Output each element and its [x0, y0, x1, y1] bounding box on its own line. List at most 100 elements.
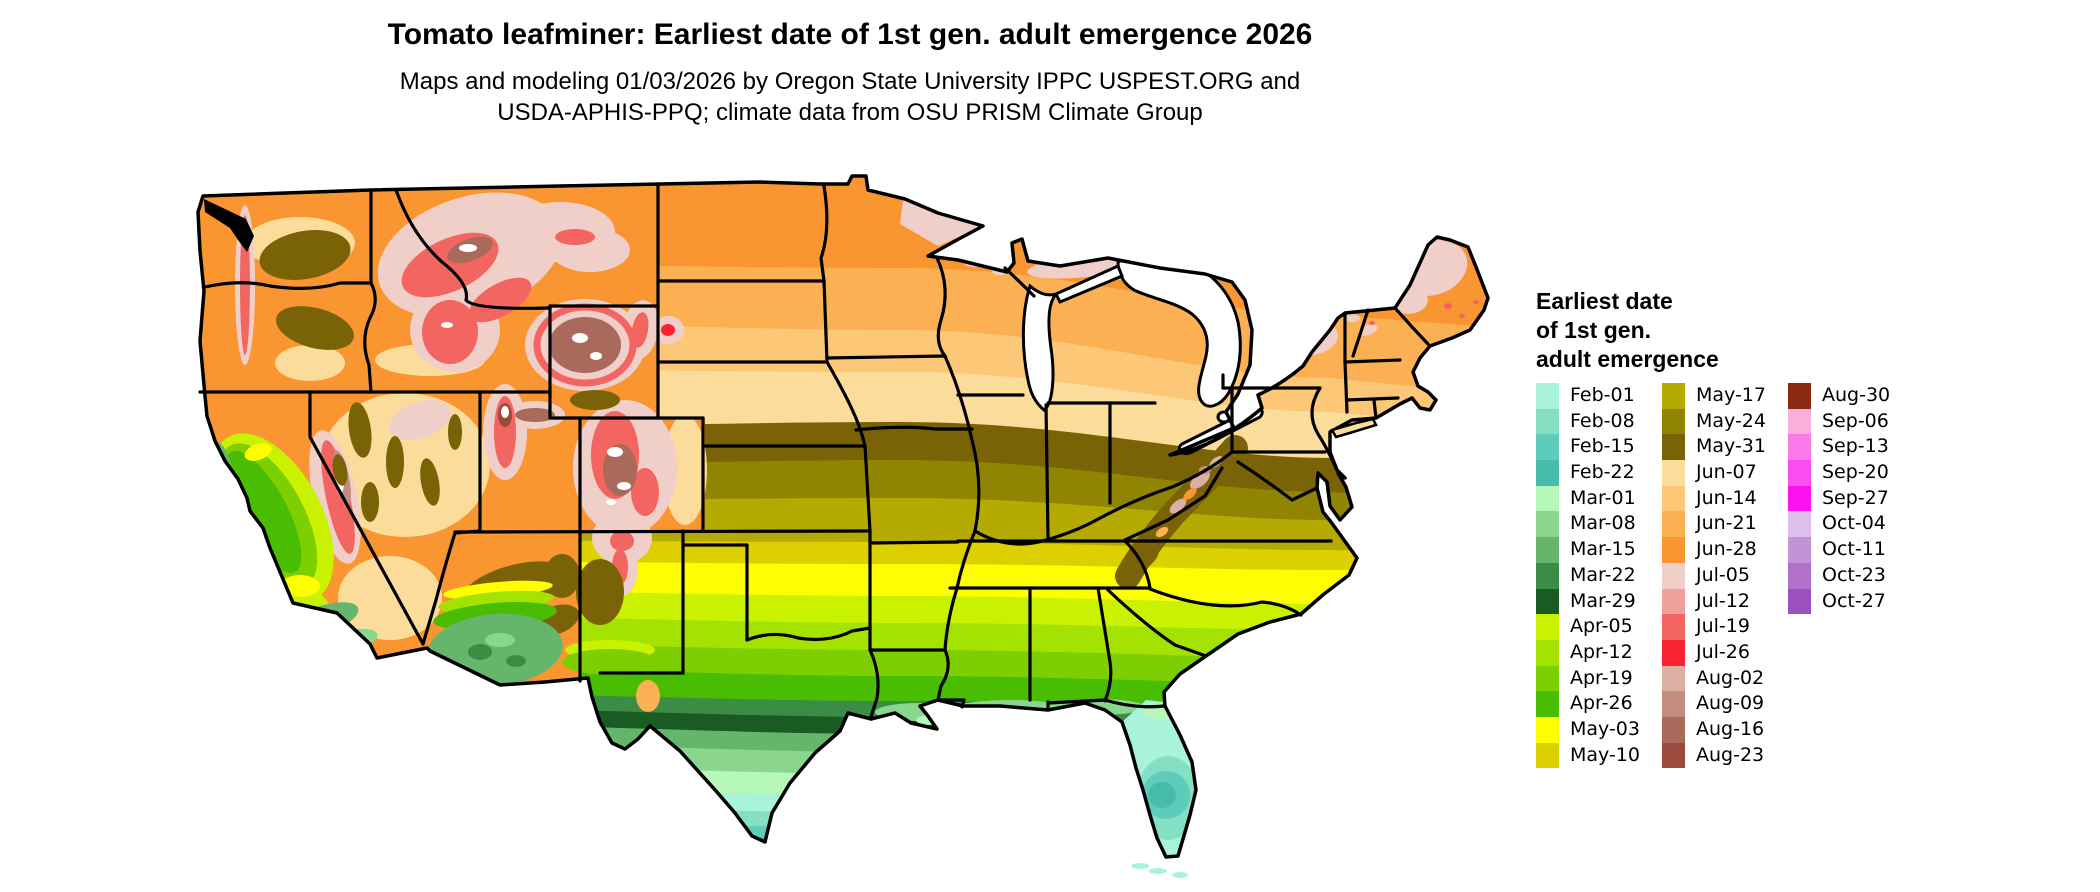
legend-swatch — [1662, 562, 1685, 589]
legend-label: Jul-26 — [1696, 640, 1750, 663]
legend-label: Sep-06 — [1822, 409, 1889, 432]
legend-label: Sep-27 — [1822, 486, 1889, 509]
legend-entry-aug16: Aug-16 — [1662, 716, 1788, 743]
legend-entry-jun28: Jun-28 — [1662, 537, 1788, 563]
legend-entry-feb22: Feb-22 — [1536, 460, 1662, 486]
header: Tomato leafminer: Earliest date of 1st g… — [170, 18, 1530, 128]
legend-label: May-17 — [1696, 384, 1766, 406]
legend-entry-oct27: Oct-27 — [1788, 588, 1914, 615]
legend-entry-jun21: Jun-21 — [1662, 511, 1788, 538]
legend-swatch — [1788, 383, 1811, 409]
legend-label: Feb-01 — [1570, 384, 1635, 406]
legend-label: Oct-11 — [1822, 538, 1886, 561]
legend-swatch — [1536, 383, 1559, 409]
legend-swatch — [1662, 588, 1685, 615]
legend-swatch — [1788, 588, 1811, 615]
florida-keys — [1131, 863, 1188, 878]
legend-label: May-10 — [1570, 743, 1640, 766]
legend-entry-jun07: Jun-07 — [1662, 460, 1788, 486]
legend-entry-jul05: Jul-05 — [1662, 562, 1788, 589]
legend-entry-may17: May-17 — [1662, 383, 1788, 409]
legend-label: Feb-15 — [1570, 435, 1635, 458]
legend-label: Aug-16 — [1696, 717, 1765, 740]
legend-entry-oct04: Oct-04 — [1788, 511, 1914, 538]
legend-column: Feb-01 Feb-08 Feb-15 Feb-22 Mar-01 Mar-08 Mar-… — [1536, 383, 1662, 769]
legend-entry-mar29: Mar-29 — [1536, 588, 1662, 615]
legend-swatch — [1662, 639, 1685, 666]
legend-label: May-03 — [1570, 717, 1640, 740]
legend-label: Mar-22 — [1570, 563, 1636, 586]
legend-swatch — [1536, 716, 1559, 743]
legend-swatch — [1788, 562, 1811, 589]
legend-swatch — [1536, 434, 1559, 461]
legend-swatch — [1788, 408, 1811, 435]
legend-entry-sep06: Sep-06 — [1788, 408, 1914, 435]
subtitle-line-2: USDA-APHIS-PPQ; climate data from OSU PR… — [497, 99, 1203, 126]
legend-label: Feb-22 — [1570, 461, 1635, 484]
legend-entry-jul12: Jul-12 — [1662, 588, 1788, 615]
legend-swatch — [1662, 485, 1685, 512]
legend-entry-may31: May-31 — [1662, 434, 1788, 461]
legend-entry-may24: May-24 — [1662, 408, 1788, 435]
legend-label: Aug-09 — [1696, 692, 1765, 715]
legend-label: Aug-23 — [1696, 743, 1765, 766]
legend-entry-mar15: Mar-15 — [1536, 537, 1662, 563]
legend-entry-apr26: Apr-26 — [1536, 691, 1662, 717]
legend-label: Jun-28 — [1696, 538, 1757, 561]
puget-sound — [204, 199, 254, 252]
legend-label: May-31 — [1696, 435, 1766, 458]
legend-swatch — [1662, 511, 1685, 538]
legend-swatch — [1662, 460, 1685, 486]
west-terrain-mottling — [208, 192, 707, 712]
legend-swatch — [1536, 614, 1559, 640]
legend-label: Apr-19 — [1570, 666, 1633, 689]
legend-entry-oct23: Oct-23 — [1788, 562, 1914, 589]
legend-entry-feb01: Feb-01 — [1536, 383, 1662, 409]
legend-swatch — [1662, 742, 1685, 769]
subtitle-line-1: Maps and modeling 01/03/2026 by Oregon S… — [399, 68, 1301, 95]
legend-swatch — [1662, 665, 1685, 692]
legend-label: Oct-27 — [1822, 589, 1886, 612]
legend-swatch — [1788, 537, 1811, 563]
legend-entry-aug02: Aug-02 — [1662, 665, 1788, 692]
legend-label: Jun-21 — [1696, 512, 1757, 535]
legend-label: Oct-23 — [1822, 563, 1886, 586]
legend-swatch — [1788, 460, 1811, 486]
legend-swatch — [1662, 614, 1685, 640]
legend-label: Apr-05 — [1570, 615, 1633, 638]
legend-title-line-2: of 1st gen. — [1536, 317, 1652, 343]
legend-label: Apr-26 — [1570, 692, 1633, 715]
legend-swatch — [1662, 716, 1685, 743]
legend-swatch — [1662, 537, 1685, 563]
legend-swatch — [1536, 460, 1559, 486]
legend-swatch — [1536, 588, 1559, 615]
straits-of-mackinac — [1053, 263, 1124, 304]
legend-swatch — [1788, 511, 1811, 538]
legend-entry-mar22: Mar-22 — [1536, 562, 1662, 589]
legend-swatch — [1536, 665, 1559, 692]
legend-label: Aug-30 — [1822, 384, 1891, 406]
long-island — [1330, 417, 1378, 439]
legend-swatch — [1662, 408, 1685, 435]
florida-detail — [1122, 700, 1220, 857]
legend-label: Jul-12 — [1696, 589, 1750, 612]
legend-swatch — [1536, 691, 1559, 717]
legend-entry-feb15: Feb-15 — [1536, 434, 1662, 461]
legend-swatch — [1536, 639, 1559, 666]
legend-label: Mar-08 — [1570, 512, 1636, 535]
legend-entry-aug23: Aug-23 — [1662, 742, 1788, 769]
legend-entry-jul26: Jul-26 — [1662, 639, 1788, 666]
legend-label: Sep-13 — [1822, 435, 1889, 458]
legend-swatch — [1536, 742, 1559, 769]
legend-title-line-3: adult emergence — [1536, 346, 1719, 372]
legend-title: Earliest date of 1st gen. adult emergenc… — [1536, 287, 2076, 374]
legend-swatch — [1662, 691, 1685, 717]
legend-swatch — [1536, 408, 1559, 435]
legend: Earliest date of 1st gen. adult emergenc… — [1536, 287, 2076, 769]
legend-entry-oct11: Oct-11 — [1788, 537, 1914, 563]
legend-swatch — [1536, 511, 1559, 538]
legend-entry-mar01: Mar-01 — [1536, 485, 1662, 512]
legend-entry-jun14: Jun-14 — [1662, 485, 1788, 512]
